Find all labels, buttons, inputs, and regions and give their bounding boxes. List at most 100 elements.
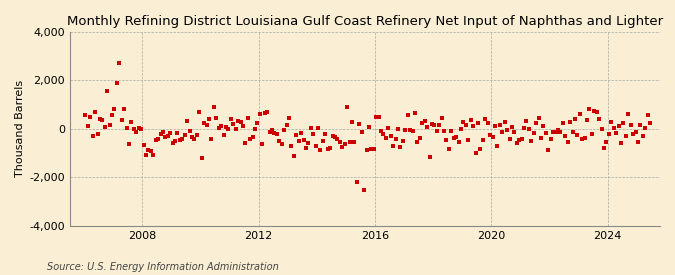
Point xyxy=(383,126,394,130)
Point xyxy=(358,187,369,192)
Point xyxy=(642,113,653,118)
Point xyxy=(599,145,610,150)
Point xyxy=(221,125,232,130)
Point xyxy=(352,180,362,185)
Point xyxy=(276,142,287,146)
Point xyxy=(124,142,134,146)
Point xyxy=(317,139,328,144)
Point xyxy=(198,120,209,125)
Point xyxy=(305,126,316,131)
Point xyxy=(405,127,416,132)
Point xyxy=(242,116,253,120)
Point xyxy=(645,121,655,125)
Point xyxy=(288,154,299,159)
Point xyxy=(502,128,512,132)
Point xyxy=(254,112,265,116)
Point xyxy=(245,137,256,141)
Point xyxy=(558,121,568,125)
Point xyxy=(329,135,340,139)
Point xyxy=(308,131,319,136)
Point xyxy=(85,115,96,119)
Point xyxy=(303,141,314,145)
Point xyxy=(371,114,381,119)
Y-axis label: Thousand Barrels: Thousand Barrels xyxy=(15,80,25,177)
Point xyxy=(296,131,306,135)
Point xyxy=(230,126,241,131)
Point xyxy=(122,126,132,130)
Point xyxy=(349,140,360,144)
Point xyxy=(82,124,93,128)
Point xyxy=(238,123,248,128)
Point xyxy=(529,130,539,135)
Point xyxy=(247,135,258,140)
Point xyxy=(102,89,113,94)
Point xyxy=(567,130,578,135)
Point xyxy=(574,112,585,116)
Point xyxy=(119,107,130,112)
Point xyxy=(616,140,626,145)
Point xyxy=(109,106,120,111)
Point xyxy=(531,121,541,126)
Point xyxy=(635,123,646,127)
Point xyxy=(410,110,421,115)
Point xyxy=(291,133,302,137)
Point xyxy=(313,125,323,130)
Point xyxy=(591,109,602,114)
Point xyxy=(553,128,564,133)
Point xyxy=(286,144,297,148)
Point xyxy=(611,131,622,135)
Point xyxy=(87,133,98,138)
Point xyxy=(151,138,161,142)
Point xyxy=(431,129,442,133)
Point xyxy=(279,127,290,132)
Point xyxy=(340,142,350,146)
Point xyxy=(443,147,454,151)
Point xyxy=(167,141,178,146)
Point xyxy=(407,129,418,133)
Point xyxy=(427,122,437,127)
Point xyxy=(582,117,593,122)
Point xyxy=(344,140,355,144)
Point xyxy=(448,136,459,141)
Point xyxy=(140,153,151,157)
Point xyxy=(153,137,163,141)
Point xyxy=(514,138,524,142)
Point xyxy=(453,140,464,145)
Point xyxy=(356,130,367,134)
Point xyxy=(422,125,433,129)
Point xyxy=(460,122,471,127)
Point xyxy=(506,125,517,129)
Point xyxy=(354,122,364,127)
Point xyxy=(436,116,447,120)
Point xyxy=(155,132,166,136)
Point xyxy=(325,145,335,150)
Point xyxy=(412,139,423,144)
Point xyxy=(337,145,348,149)
Point xyxy=(628,132,639,136)
Point xyxy=(439,129,450,133)
Point xyxy=(332,136,343,141)
Text: Source: U.S. Energy Information Administration: Source: U.S. Energy Information Administ… xyxy=(47,262,279,272)
Point xyxy=(376,129,387,133)
Point xyxy=(315,148,326,152)
Point xyxy=(145,149,156,153)
Point xyxy=(385,134,396,138)
Point xyxy=(625,123,636,127)
Point xyxy=(233,119,244,123)
Point xyxy=(300,146,311,151)
Point xyxy=(538,124,549,128)
Point xyxy=(269,131,280,136)
Point xyxy=(606,119,617,124)
Point xyxy=(223,127,234,131)
Point xyxy=(361,147,372,152)
Point xyxy=(90,110,101,114)
Point xyxy=(623,112,634,116)
Point xyxy=(458,120,469,124)
Point xyxy=(327,134,338,138)
Point xyxy=(562,140,573,144)
Point xyxy=(177,137,188,142)
Point xyxy=(320,132,331,136)
Point xyxy=(298,138,309,142)
Point xyxy=(104,123,115,127)
Point xyxy=(543,148,554,152)
